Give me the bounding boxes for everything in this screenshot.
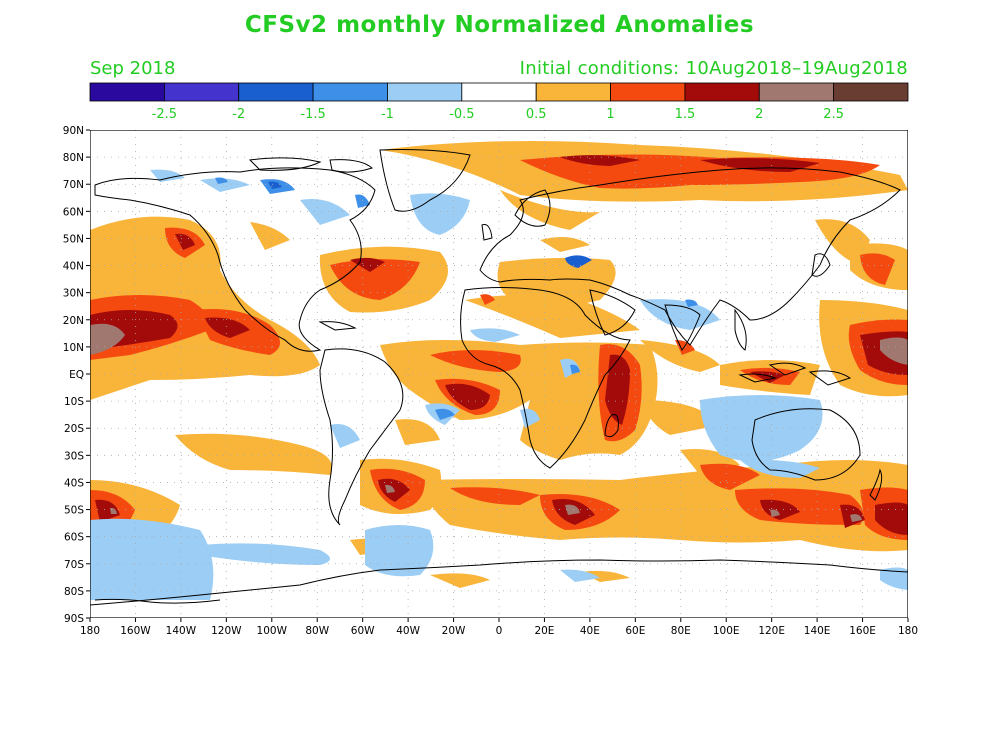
longitude-label: 40W	[396, 625, 420, 637]
colorbar-segment	[758, 82, 835, 102]
forecast-month: Sep 2018	[90, 58, 176, 79]
longitude-label: 100E	[713, 625, 740, 637]
latitude-label: 80S	[64, 586, 84, 598]
latitude-label: 60N	[63, 206, 84, 218]
anomaly-field-neg-0.5-1	[90, 169, 908, 600]
colorbar-segment	[535, 82, 611, 102]
latitude-label: 60S	[64, 532, 84, 544]
colorbar-tick-label: 1	[606, 107, 614, 122]
colorbar-tick-labels: -2.5 -2 -1.5 -1 -0.5 0.5 1 1.5 2 2.5	[152, 107, 844, 122]
colorbar-tick-label: -1	[381, 107, 394, 122]
initial-conditions: Initial conditions: 10Aug2018–19Aug2018	[519, 58, 908, 79]
colorbar-segment	[833, 82, 909, 102]
colorbar-segment	[684, 82, 760, 102]
longitude-label: 120W	[211, 625, 242, 637]
map-gridlines	[90, 130, 908, 618]
anomaly-field-2-2.5	[90, 323, 908, 522]
longitude-label: 20W	[442, 625, 466, 637]
anomaly-map	[90, 130, 908, 618]
anomaly-field-neg-1.5-2	[268, 181, 592, 268]
colorbar-segment	[610, 82, 686, 102]
longitude-label: 20E	[534, 625, 554, 637]
longitude-label: 180	[898, 625, 918, 637]
page-title: CFSv2 monthly Normalized Anomalies	[244, 12, 755, 38]
longitude-label: 40E	[580, 625, 600, 637]
longitude-labels: 180 160W 140W 120W 100W 80W 60W 40W 20W 0 20E 40E 60…	[80, 618, 918, 637]
latitude-label: 80N	[63, 152, 84, 164]
longitude-label: 80W	[305, 625, 329, 637]
colorbar-segment	[89, 82, 165, 102]
longitude-label: 80E	[671, 625, 691, 637]
coastlines	[90, 149, 908, 606]
latitude-label: 20N	[63, 315, 84, 327]
colorbar-segment	[387, 82, 463, 102]
latitude-label: 40N	[63, 261, 84, 273]
latitude-label: 30N	[63, 288, 84, 300]
latitude-label: 90N	[63, 125, 84, 137]
colorbar-tick-label: -1.5	[300, 107, 325, 122]
colorbar-tick-label: -2	[232, 107, 245, 122]
colorbar-tick-label: 1.5	[675, 107, 696, 122]
longitude-label: 160W	[120, 625, 151, 637]
colorbar	[89, 82, 909, 102]
latitude-labels: 90N 80N 70N 60N 50N 40N 30N 20N 10N EQ 10S 20S 30S 40…	[63, 125, 90, 625]
longitude-label: 140W	[166, 625, 197, 637]
colorbar-segment	[163, 82, 240, 102]
longitude-label: 140E	[804, 625, 831, 637]
colorbar-tick-label: 2	[755, 107, 763, 122]
longitude-label: 180	[80, 625, 100, 637]
latitude-label: 90S	[64, 613, 84, 625]
latitude-label: 40S	[64, 477, 84, 489]
latitude-label: 50S	[64, 505, 84, 517]
colorbar-tick-label: 0.5	[526, 107, 547, 122]
latitude-label: 20S	[64, 423, 84, 435]
latitude-label: 10N	[63, 342, 84, 354]
longitude-label: 60E	[625, 625, 645, 637]
latitude-label: 70N	[63, 179, 84, 191]
latitude-label: 50N	[63, 233, 84, 245]
longitude-label: 160E	[849, 625, 876, 637]
longitude-label: 120E	[758, 625, 785, 637]
latitude-label: 30S	[64, 450, 84, 462]
colorbar-segment	[312, 82, 388, 102]
latitude-label: EQ	[69, 369, 84, 381]
longitude-label: 0	[496, 625, 503, 637]
colorbar-tick-label: -0.5	[449, 107, 474, 122]
colorbar-tick-label: 2.5	[823, 107, 844, 122]
longitude-label: 100W	[257, 625, 288, 637]
colorbar-segment	[461, 82, 537, 102]
latitude-label: 10S	[64, 396, 84, 408]
longitude-label: 60W	[351, 625, 375, 637]
colorbar-segment	[238, 82, 314, 102]
latitude-label: 70S	[64, 559, 84, 571]
colorbar-tick-label: -2.5	[152, 107, 177, 122]
